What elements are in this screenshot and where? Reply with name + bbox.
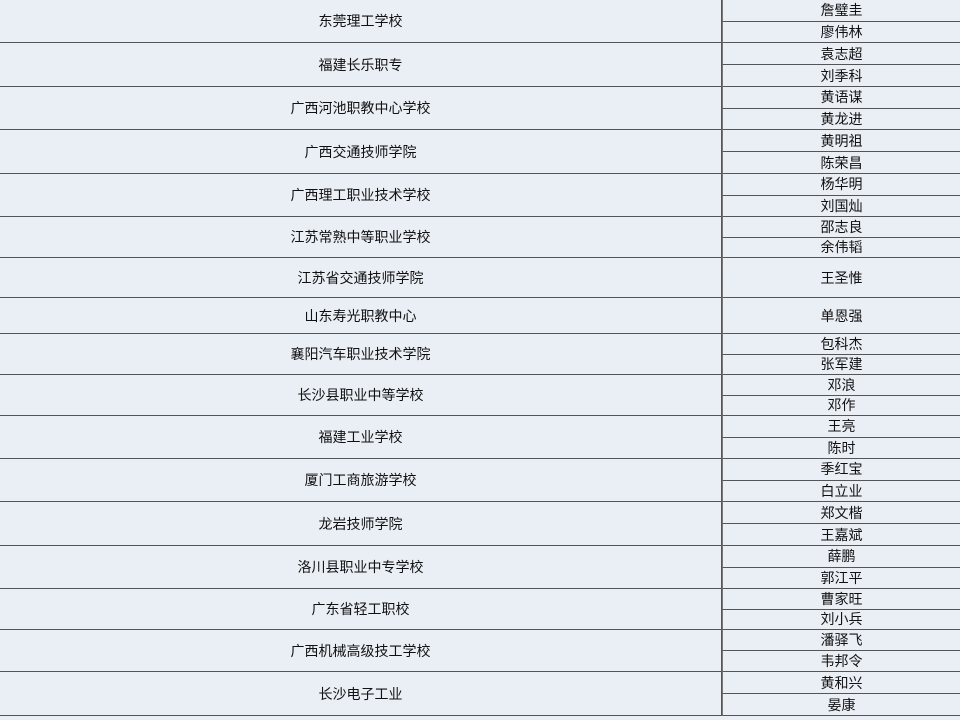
name-cell: 陈时 xyxy=(722,437,960,459)
name-cell: 曹家旺 xyxy=(722,589,960,610)
school-cell: 长沙县职业中等学校 xyxy=(0,375,722,416)
name-cell: 刘季科 xyxy=(722,65,960,87)
school-cell: 长沙电子工业 xyxy=(0,672,722,716)
school-cell: 厦门工商旅游学校 xyxy=(0,459,722,502)
name-cell: 刘国灿 xyxy=(722,195,960,217)
school-cell: 襄阳汽车职业技术学院 xyxy=(0,334,722,375)
school-cell: 山东寿光职教中心 xyxy=(0,298,722,334)
name-cell: 黄语谋 xyxy=(722,87,960,109)
school-cell: 江苏省交通技师学院 xyxy=(0,258,722,298)
name-cell: 袁志超 xyxy=(722,43,960,65)
name-cell: 潘驿飞 xyxy=(722,630,960,651)
school-cell: 广西机械高级技工学校 xyxy=(0,630,722,672)
school-cell: 洛川县职业中专学校 xyxy=(0,546,722,589)
name-cell: 陈荣昌 xyxy=(722,152,960,174)
name-cell: 郭江平 xyxy=(722,567,960,589)
school-cell: 广西理工职业技术学校 xyxy=(0,174,722,217)
name-cell: 韦邦令 xyxy=(722,651,960,672)
name-cell: 单恩强 xyxy=(722,298,960,334)
name-cell: 薛鹏 xyxy=(722,546,960,568)
school-cell: 福建长乐职专 xyxy=(0,43,722,87)
school-cell: 广西河池职教中心学校 xyxy=(0,87,722,130)
school-cell: 龙岩技师学院 xyxy=(0,502,722,546)
name-cell: 包科杰 xyxy=(722,334,960,355)
name-cell: 杨华明 xyxy=(722,174,960,196)
name-cell: 黄龙进 xyxy=(722,108,960,130)
name-cell: 黄明祖 xyxy=(722,130,960,152)
school-cell: 福建工业学校 xyxy=(0,416,722,459)
name-cell: 黄和兴 xyxy=(722,672,960,694)
name-cell: 王嘉斌 xyxy=(722,524,960,546)
name-cell: 白立业 xyxy=(722,480,960,502)
name-cell: 邓浪 xyxy=(722,375,960,396)
name-cell: 詹璧圭 xyxy=(722,0,960,22)
name-cell: 王圣惟 xyxy=(722,258,960,298)
name-cell: 刘小兵 xyxy=(722,609,960,630)
name-cell: 晏康 xyxy=(722,694,960,716)
school-cell: 广东省轻工职校 xyxy=(0,589,722,630)
school-cell: 广西交通技师学院 xyxy=(0,130,722,174)
name-cell: 郑文楷 xyxy=(722,502,960,524)
name-cell: 王亮 xyxy=(722,416,960,438)
name-cell: 邵志良 xyxy=(722,217,960,238)
name-cell: 廖伟林 xyxy=(722,21,960,43)
school-cell: 东莞理工学校 xyxy=(0,0,722,43)
name-cell: 余伟韬 xyxy=(722,237,960,258)
name-cell: 张军建 xyxy=(722,354,960,375)
name-cell: 邓作 xyxy=(722,395,960,416)
name-cell: 季红宝 xyxy=(722,459,960,481)
school-cell: 江苏常熟中等职业学校 xyxy=(0,217,722,258)
